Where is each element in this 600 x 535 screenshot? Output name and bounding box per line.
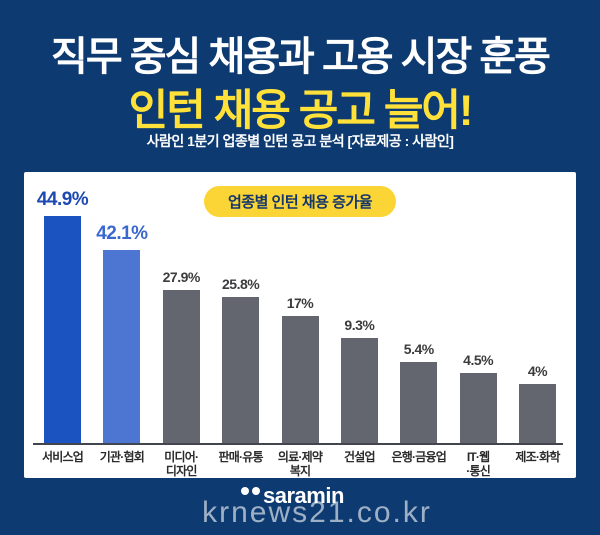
category-label: 은행·금융업 xyxy=(391,450,447,464)
bar xyxy=(103,250,141,443)
category-label: 제조·화학 xyxy=(515,450,560,464)
bar-column: 25.8% xyxy=(211,172,270,443)
bar-chart: 44.9% 42.1% 27.9% 25.8% 17% 9.3% 5.4% 4.5% 4% xyxy=(33,172,567,443)
bar-column: 27.9% xyxy=(152,172,211,443)
bar xyxy=(519,384,556,443)
bar-value-label: 42.1% xyxy=(96,223,148,244)
category-label: 판매·유통 xyxy=(218,450,264,464)
bar-value-label: 27.9% xyxy=(162,269,201,285)
category-label: 기관·협회 xyxy=(99,450,145,464)
category-label: 서비스업 xyxy=(42,450,84,464)
bar-value-label: 44.9% xyxy=(36,189,89,210)
saramin-dots-icon xyxy=(241,487,260,495)
bar-value-label: 5.4% xyxy=(403,341,434,357)
bar-value-label: 4.5% xyxy=(463,352,494,368)
saramin-logo: saramin xyxy=(241,483,344,507)
bar-value-label: 9.3% xyxy=(344,317,375,333)
chart-title-badge: 업종별 인턴 채용 증가율 xyxy=(203,186,397,217)
watermark-text: krnews21.co.kr xyxy=(202,496,432,529)
main-title: 직무 중심 채용과 고용 시장 훈풍 xyxy=(51,35,551,79)
chart-card: 업종별 인턴 채용 증가율 44.9% 42.1% 27.9% 25.8% 17% 9.3… xyxy=(24,172,576,478)
x-axis-line xyxy=(33,443,563,445)
bar-column: 5.4% xyxy=(389,172,448,443)
bar xyxy=(162,290,200,443)
source-subtitle: 사람인 1분기 업종별 인턴 공고 분석 [자료제공 : 사람인] xyxy=(146,133,454,149)
bar-column: 17% xyxy=(271,172,330,443)
category-label: 미디어· 디자인 xyxy=(164,450,199,478)
bar xyxy=(222,297,260,443)
category-label: IT·웹 ·통신 xyxy=(466,450,490,478)
bar xyxy=(459,373,497,443)
bar-value-label: 17% xyxy=(286,295,314,311)
bar xyxy=(340,338,378,443)
saramin-logo-text: saramin xyxy=(263,483,344,508)
bar xyxy=(400,362,438,443)
bar xyxy=(281,316,319,443)
highlight-title: 인턴 채용 공고 늘어! xyxy=(128,87,474,135)
bar-column: 42.1% xyxy=(92,172,151,443)
bar-column: 9.3% xyxy=(330,172,389,443)
bar xyxy=(44,216,81,443)
bar-column: 4% xyxy=(508,172,567,443)
category-labels-row: 서비스업 기관·협회 미디어· 디자인 판매·유통 의료·제약 복지 건설업 은행·금융업 I… xyxy=(33,450,567,479)
category-label: 의료·제약 복지 xyxy=(277,450,323,478)
bar-column: 4.5% xyxy=(449,172,508,443)
bar-value-label: 25.8% xyxy=(222,276,260,292)
bar-value-label: 4% xyxy=(527,363,548,379)
category-label: 건설업 xyxy=(344,450,376,464)
bar-column: 44.9% xyxy=(33,172,92,443)
